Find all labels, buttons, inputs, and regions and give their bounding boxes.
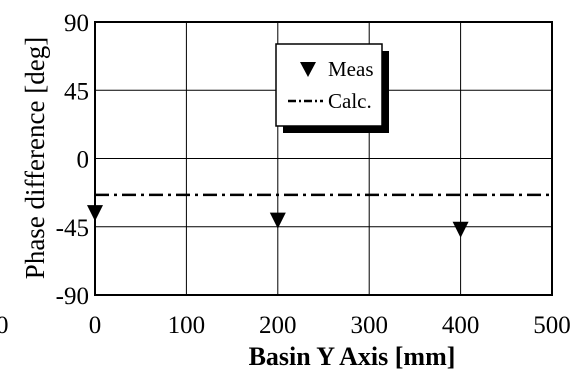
x-tick-label: 0 bbox=[89, 312, 102, 339]
y-tick-label: -90 bbox=[56, 283, 89, 310]
y-tick-labels: 90 45 0 -45 -90 bbox=[56, 10, 89, 310]
data-point-meas bbox=[269, 212, 286, 229]
y-tick-label: -45 bbox=[56, 215, 89, 242]
x-axis-title: Basin Y Axis [mm] bbox=[249, 342, 456, 371]
x-tick-label: 200 bbox=[259, 312, 297, 339]
x-tick-label: 500 bbox=[533, 312, 571, 339]
x-tick-label: 100 bbox=[168, 312, 206, 339]
legend-label-meas: Meas bbox=[328, 57, 374, 81]
y-tick-label: 0 bbox=[77, 147, 90, 174]
y-tick-label: 90 bbox=[64, 10, 89, 37]
x-tick-label: 400 bbox=[442, 312, 480, 339]
x-tick-labels: 0 100 200 300 400 500 bbox=[89, 312, 571, 339]
legend: Meas Calc. bbox=[275, 43, 389, 133]
legend-box bbox=[275, 43, 383, 127]
data-point-meas bbox=[452, 221, 469, 238]
series-layer bbox=[87, 193, 552, 238]
x-tick-label: 300 bbox=[350, 312, 388, 339]
legend-label-calc: Calc. bbox=[328, 89, 372, 113]
stray-tick-label: 0 bbox=[0, 312, 9, 339]
plot-frame bbox=[94, 21, 553, 296]
y-tick-label: 45 bbox=[64, 78, 89, 105]
legend-marker-meas bbox=[300, 62, 316, 77]
y-axis-title: Phase difference [deg] bbox=[20, 37, 50, 279]
